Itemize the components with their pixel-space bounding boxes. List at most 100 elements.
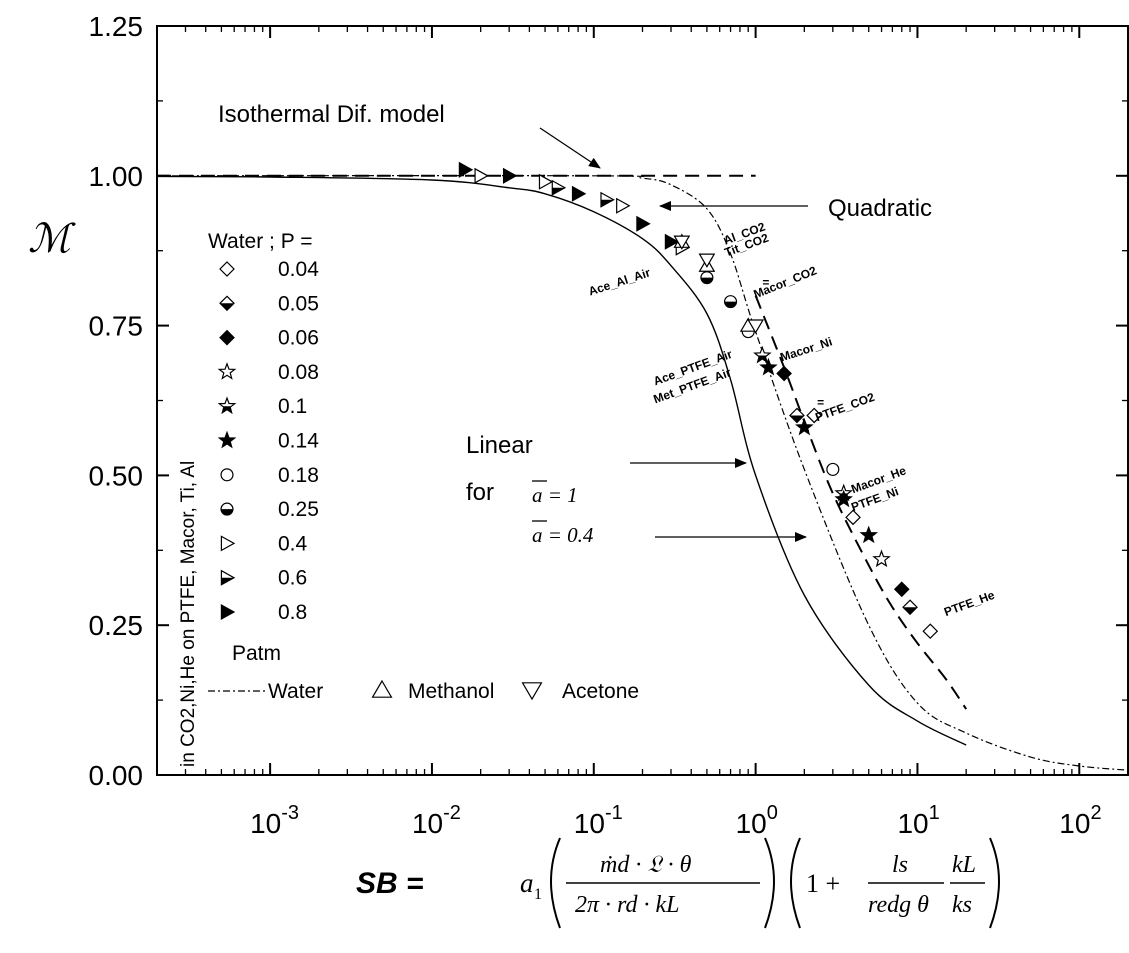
legend-entry-label: 0.06 xyxy=(278,327,319,350)
x-tick-label: 10-1 xyxy=(574,802,623,839)
marker xyxy=(217,430,237,449)
series-0-25 xyxy=(700,271,738,309)
x-tick-base: 10 xyxy=(574,808,605,839)
linear-annotation: Linear xyxy=(466,432,533,459)
x-tick-label: 102 xyxy=(1059,802,1101,839)
marker xyxy=(845,509,861,526)
legend-entry: 0.1 xyxy=(217,395,307,418)
y-tick-label: 1.25 xyxy=(89,11,144,42)
legend-entry-label: 0.4 xyxy=(278,532,308,555)
marker-shape xyxy=(747,319,765,334)
point-label: PTFE_He xyxy=(942,588,997,619)
a1-label: a = 1 xyxy=(532,480,578,507)
marker-shape xyxy=(845,509,861,526)
marker xyxy=(538,173,554,190)
marker-shape xyxy=(220,535,236,552)
x-label-prefix: SB = xyxy=(356,867,424,900)
x-tick-base: 10 xyxy=(897,808,928,839)
legend-entry-label: 0.25 xyxy=(278,498,319,521)
series-0-6 xyxy=(551,179,615,208)
marker xyxy=(219,295,235,312)
marker-shape xyxy=(795,417,814,436)
paren-1-left xyxy=(550,837,561,929)
a04-label: a = 0.4 xyxy=(532,520,594,547)
series-0-04 xyxy=(806,407,939,640)
marker xyxy=(747,319,765,334)
marker xyxy=(220,535,236,552)
annotations: Isothermal Dif. model Quadratic Linear f… xyxy=(218,101,932,547)
x-tick-exponent: 0 xyxy=(767,802,778,824)
marker xyxy=(616,197,631,214)
legend-title: Water ; P = xyxy=(208,230,312,253)
legend-entry-label: 0.05 xyxy=(278,292,319,315)
y-tick-label: 1.00 xyxy=(89,161,144,192)
point-label: Macor_Ni xyxy=(778,334,834,364)
marker xyxy=(922,623,939,640)
legend-entry-label: 0.6 xyxy=(278,567,307,590)
marker-shape xyxy=(571,185,587,202)
marker-shape xyxy=(698,253,716,268)
x-tick-exponent: 2 xyxy=(1090,802,1101,824)
x-tick-label: 10-2 xyxy=(412,802,461,839)
marker-shape xyxy=(217,362,237,380)
legend-entry-label: 0.1 xyxy=(278,395,307,418)
marker xyxy=(673,235,691,250)
marker-shape xyxy=(673,235,691,250)
legend-bottom-label: Water xyxy=(268,680,323,703)
marker xyxy=(795,417,814,436)
legend-entry: 0.4 xyxy=(220,532,308,555)
isothermal-annotation: Isothermal Dif. model xyxy=(218,101,445,128)
marker xyxy=(371,679,393,698)
marker xyxy=(571,185,587,202)
legend-entry: 0.05 xyxy=(219,292,319,315)
marker xyxy=(700,271,714,285)
x-label-den1: 2π · rd · kL xyxy=(575,892,679,918)
legend-unit: Patm xyxy=(232,642,281,665)
marker-shape xyxy=(219,329,235,346)
marker-shape xyxy=(859,525,879,544)
marker-half-fill xyxy=(220,303,234,311)
legend-bottom-entry: Acetone xyxy=(521,680,639,703)
marker xyxy=(789,407,805,424)
curve-line xyxy=(157,175,967,746)
marker xyxy=(458,161,474,178)
marker-shape xyxy=(458,161,474,178)
legend-bottom-label: Acetone xyxy=(562,680,639,703)
series-0-14 xyxy=(759,357,879,544)
marker xyxy=(220,569,236,586)
marker-half-fill xyxy=(552,187,565,195)
paren-2-left xyxy=(790,837,801,929)
marker xyxy=(664,233,680,250)
legend-entry: 0.6 xyxy=(220,567,307,590)
marker xyxy=(220,468,234,482)
x-label-num3: kL xyxy=(952,852,976,878)
x-tick-base: 10 xyxy=(1059,808,1090,839)
model-curves xyxy=(157,174,1128,771)
point-label: = xyxy=(762,276,769,290)
x-tick-exponent: -3 xyxy=(281,802,299,824)
marker-half-fill xyxy=(600,199,614,207)
marker xyxy=(776,365,792,382)
marker-shape xyxy=(538,173,554,190)
y-axis: 0.00 0.25 0.50 0.75 1.00 1.25 xyxy=(89,11,1128,791)
marker xyxy=(220,502,234,516)
marker-shape xyxy=(872,549,891,568)
x-label-a: a xyxy=(520,868,534,898)
marker xyxy=(502,167,518,184)
legend-bottom-entry: Methanol xyxy=(371,679,494,703)
data-markers xyxy=(458,161,939,640)
marker-shape xyxy=(776,365,792,382)
marker-half-fill xyxy=(222,406,232,413)
legend-entry: 0.04 xyxy=(219,258,319,281)
series-0-06 xyxy=(776,365,910,598)
legend-entry: 0.18 xyxy=(220,464,319,487)
marker xyxy=(859,525,879,544)
marker xyxy=(474,167,489,184)
marker-shape xyxy=(893,581,910,598)
point-label: = xyxy=(817,395,824,409)
legend: Water ; P = 0.040.050.060.080.10.140.180… xyxy=(208,230,639,703)
marker xyxy=(902,599,918,616)
marker xyxy=(698,253,716,268)
marker xyxy=(723,295,738,309)
